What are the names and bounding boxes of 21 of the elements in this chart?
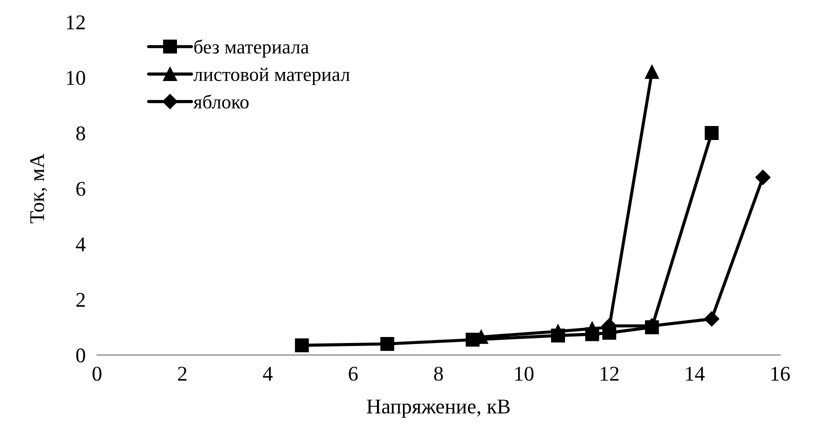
x-tick-label: 0 bbox=[92, 366, 102, 381]
y-tick-label: 6 bbox=[76, 182, 86, 196]
legend-label: листовой материал bbox=[194, 68, 350, 86]
x-tick-label: 6 bbox=[348, 366, 358, 381]
x-tick-label: 12 bbox=[600, 366, 619, 381]
y-tick-label: 10 bbox=[66, 70, 86, 85]
y-tick-label: 8 bbox=[76, 126, 86, 140]
legend-label: без материала bbox=[194, 40, 309, 58]
x-tick-label: 10 bbox=[515, 366, 534, 381]
y-tick-label: 0 bbox=[76, 348, 86, 362]
x-tick-label: 14 bbox=[686, 366, 705, 381]
x-tick-label: 16 bbox=[771, 366, 790, 381]
y-tick-label: 4 bbox=[76, 238, 86, 252]
y-tick-label: 2 bbox=[76, 292, 85, 307]
x-tick-label: 8 bbox=[434, 366, 443, 381]
x-tick-label: 2 bbox=[178, 366, 186, 381]
y-axis-title: Ток, мА bbox=[30, 153, 48, 224]
y-tick-label: 12 bbox=[66, 15, 85, 30]
x-tick-label: 4 bbox=[262, 366, 273, 381]
x-axis-title: Напряжение, кВ bbox=[366, 400, 510, 418]
legend-label: яблоко bbox=[193, 94, 249, 109]
